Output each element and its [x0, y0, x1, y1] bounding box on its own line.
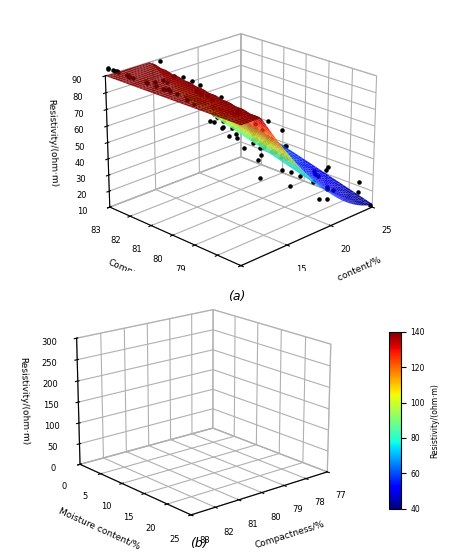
- X-axis label: Compactness/%: Compactness/%: [254, 519, 326, 550]
- Text: (a): (a): [228, 290, 246, 304]
- Text: (b): (b): [190, 537, 208, 550]
- Y-axis label: Moisture content/%: Moisture content/%: [58, 506, 142, 551]
- Y-axis label: Resistivity/(ohm·m): Resistivity/(ohm·m): [430, 383, 439, 458]
- X-axis label: Moisture content/%: Moisture content/%: [298, 255, 382, 299]
- Y-axis label: Compactness/%: Compactness/%: [107, 258, 177, 296]
